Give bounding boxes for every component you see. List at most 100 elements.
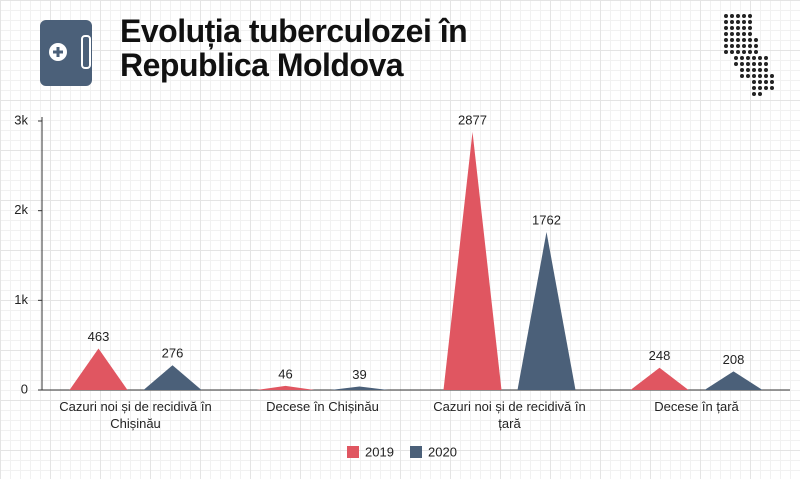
bar bbox=[704, 371, 763, 390]
value-label: 2877 bbox=[458, 112, 487, 127]
map-dot bbox=[746, 68, 750, 72]
map-dot bbox=[764, 56, 768, 60]
map-dot bbox=[758, 56, 762, 60]
map-dot bbox=[770, 86, 774, 90]
map-dot bbox=[746, 56, 750, 60]
value-label: 46 bbox=[278, 366, 292, 381]
map-dot bbox=[758, 86, 762, 90]
map-dot bbox=[770, 74, 774, 78]
x-tick-label: Decese în Chișinău bbox=[266, 399, 379, 414]
y-tick-label: 2k bbox=[14, 202, 28, 217]
map-dot bbox=[748, 38, 752, 42]
map-dot bbox=[742, 26, 746, 30]
value-label: 1762 bbox=[532, 212, 561, 227]
legend-swatch bbox=[347, 446, 359, 458]
map-dot bbox=[754, 50, 758, 54]
map-dot bbox=[746, 62, 750, 66]
map-dot bbox=[724, 38, 728, 42]
icon-cross bbox=[53, 47, 63, 57]
value-label: 39 bbox=[352, 367, 366, 382]
map-dot bbox=[748, 20, 752, 24]
map-dot bbox=[764, 86, 768, 90]
map-dot bbox=[752, 56, 756, 60]
value-label: 248 bbox=[649, 348, 671, 363]
map-dot bbox=[742, 44, 746, 48]
map-dot bbox=[724, 44, 728, 48]
map-icon bbox=[724, 14, 774, 96]
map-dot bbox=[748, 14, 752, 18]
map-dot bbox=[752, 80, 756, 84]
map-dot bbox=[752, 86, 756, 90]
map-dot bbox=[724, 14, 728, 18]
map-dot bbox=[748, 50, 752, 54]
map-dot bbox=[764, 68, 768, 72]
map-dot bbox=[730, 38, 734, 42]
map-dot bbox=[752, 68, 756, 72]
map-dot bbox=[724, 26, 728, 30]
bar bbox=[256, 385, 315, 390]
map-dot bbox=[758, 80, 762, 84]
map-dot bbox=[730, 20, 734, 24]
map-dot bbox=[758, 92, 762, 96]
map-dot bbox=[736, 26, 740, 30]
bar bbox=[143, 365, 202, 390]
bar bbox=[630, 367, 689, 390]
map-dot bbox=[724, 50, 728, 54]
value-label: 276 bbox=[162, 346, 184, 361]
map-dot bbox=[730, 32, 734, 36]
map-dot bbox=[740, 74, 744, 78]
map-dot bbox=[736, 44, 740, 48]
map-dot bbox=[740, 56, 744, 60]
legend-swatch bbox=[410, 446, 422, 458]
map-dot bbox=[748, 32, 752, 36]
map-dot bbox=[748, 44, 752, 48]
map-dot bbox=[730, 50, 734, 54]
value-label: 463 bbox=[88, 329, 110, 344]
map-dot bbox=[754, 44, 758, 48]
map-dot bbox=[736, 38, 740, 42]
map-dot bbox=[748, 26, 752, 30]
icon-tube bbox=[81, 35, 91, 69]
map-dot bbox=[742, 50, 746, 54]
legend-label: 2020 bbox=[428, 444, 457, 459]
y-tick-label: 3k bbox=[14, 112, 28, 127]
bar bbox=[443, 132, 502, 391]
map-dot bbox=[734, 56, 738, 60]
map-dot bbox=[752, 74, 756, 78]
map-dot bbox=[724, 32, 728, 36]
map-dot bbox=[736, 20, 740, 24]
y-tick-label: 1k bbox=[14, 292, 28, 307]
map-dot bbox=[758, 74, 762, 78]
map-dot bbox=[742, 20, 746, 24]
value-label: 208 bbox=[723, 352, 745, 367]
map-dot bbox=[754, 38, 758, 42]
map-dot bbox=[736, 50, 740, 54]
map-dot bbox=[758, 62, 762, 66]
map-dot bbox=[758, 68, 762, 72]
y-tick-label: 0 bbox=[21, 381, 28, 396]
map-dot bbox=[730, 14, 734, 18]
map-dot bbox=[730, 26, 734, 30]
x-tick-label: Cazuri noi și de recidivă în țară bbox=[433, 399, 586, 431]
map-dot bbox=[752, 92, 756, 96]
map-dot bbox=[742, 14, 746, 18]
map-dot bbox=[764, 74, 768, 78]
map-dot bbox=[746, 74, 750, 78]
chart-title: Evoluția tuberculozei în Republica Moldo… bbox=[120, 13, 468, 83]
x-tick-label: Cazuri noi și de recidivă în Chișinău bbox=[59, 399, 212, 431]
map-dot bbox=[764, 62, 768, 66]
map-dot bbox=[742, 32, 746, 36]
map-dot bbox=[764, 80, 768, 84]
legend-label: 2019 bbox=[365, 444, 394, 459]
map-dot bbox=[736, 32, 740, 36]
map-dot bbox=[736, 14, 740, 18]
map-dot bbox=[742, 38, 746, 42]
map-dot bbox=[734, 62, 738, 66]
bar bbox=[517, 232, 576, 390]
map-dot bbox=[770, 80, 774, 84]
map-dot bbox=[740, 62, 744, 66]
x-tick-label: Decese în țară bbox=[654, 399, 739, 414]
bar bbox=[330, 386, 389, 390]
